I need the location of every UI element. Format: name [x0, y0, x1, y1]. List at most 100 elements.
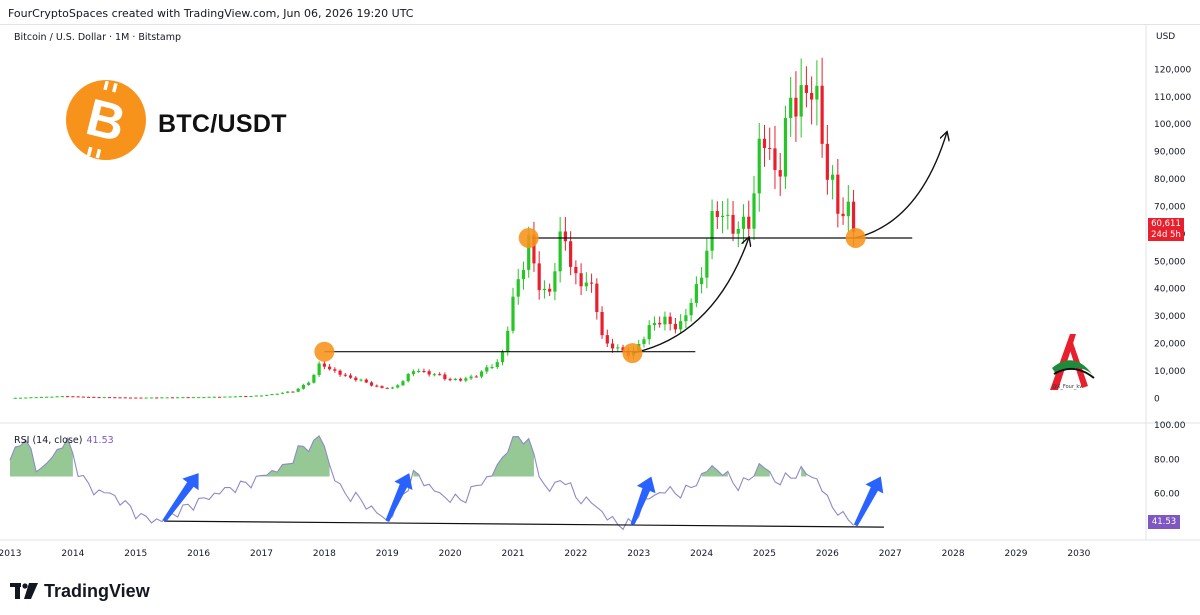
candle — [448, 377, 452, 382]
candle — [307, 381, 311, 386]
candle-body — [841, 213, 845, 217]
candle-body — [348, 375, 353, 378]
candle-body — [24, 397, 28, 399]
candle — [86, 396, 91, 398]
candle-body — [102, 397, 106, 399]
symbol-description[interactable]: Bitcoin / U.S. Dollar · 1M · Bitstamp — [14, 32, 182, 43]
candle — [343, 372, 347, 377]
candle — [443, 372, 447, 381]
candle-body — [553, 271, 557, 292]
candle-body — [212, 396, 216, 398]
candle — [464, 376, 468, 383]
rsi-legend-value: 41.53 — [86, 435, 114, 446]
candle-body — [113, 397, 117, 399]
candle-body — [479, 371, 484, 377]
price-tick-label: 110,000 — [1154, 93, 1191, 103]
candle-body — [280, 392, 285, 394]
candle — [359, 378, 363, 382]
time-tick-label: 2020 — [439, 549, 462, 559]
rsi-trendline — [164, 520, 884, 528]
candle — [479, 370, 484, 379]
candle-body — [511, 296, 515, 331]
candle-body — [846, 201, 850, 217]
candle-body — [160, 397, 164, 399]
rsi-overbought-fill — [10, 438, 73, 477]
candle — [24, 397, 28, 399]
candle — [139, 397, 143, 399]
candle — [181, 397, 185, 399]
candle-body — [453, 378, 457, 380]
candle-body — [469, 376, 473, 379]
candle-body — [411, 371, 416, 375]
price-tick-label: 10,000 — [1154, 367, 1186, 377]
candle-body — [652, 322, 657, 326]
time-tick-label: 2019 — [376, 549, 399, 559]
candle — [270, 393, 274, 396]
candle — [34, 397, 38, 399]
candle — [107, 397, 112, 399]
rsi-axis: 60.00 80.00 100.00 — [1154, 421, 1186, 500]
candle — [123, 397, 127, 399]
rsi-overbought-fill — [492, 436, 534, 477]
chart-credit: FourCryptoSpaces created with TradingVie… — [8, 7, 414, 20]
candle — [422, 368, 426, 373]
candle-body — [217, 396, 222, 398]
candle — [102, 397, 106, 399]
author-watermark: @X_Four_kv — [1030, 330, 1110, 400]
candle — [233, 396, 237, 398]
highlight-points — [314, 227, 866, 364]
candle-body — [71, 396, 75, 398]
candle — [511, 287, 515, 334]
bullish-arrow-shape — [853, 476, 884, 527]
rsi-legend[interactable]: RSI (14, close) 41.53 — [14, 435, 114, 446]
time-tick-label: 2015 — [124, 549, 147, 559]
candle — [165, 397, 169, 399]
candle — [228, 396, 232, 398]
candle-body — [443, 374, 447, 380]
tradingview-logo[interactable]: TradingView — [10, 580, 150, 602]
candle-body — [385, 387, 389, 389]
candle-body — [768, 147, 772, 149]
candle-body — [181, 397, 185, 399]
candle — [794, 71, 798, 142]
candle-body — [244, 396, 248, 398]
candle-body — [50, 396, 54, 398]
candle — [354, 376, 358, 382]
candle-body — [202, 397, 206, 399]
candle — [485, 364, 489, 374]
pair-title: BTC/USDT — [158, 110, 287, 138]
candle — [144, 397, 148, 399]
candle — [595, 278, 599, 320]
time-tick-label: 2028 — [942, 549, 965, 559]
candle — [197, 397, 201, 399]
watermark-handle: @X_Four_kv — [1052, 384, 1083, 390]
candle-body — [29, 397, 33, 399]
candle-body — [317, 363, 321, 376]
candle-body — [558, 231, 562, 272]
candle — [291, 391, 295, 393]
candle-body — [458, 378, 463, 381]
candle — [364, 378, 368, 384]
candle — [663, 311, 667, 331]
candle — [280, 392, 285, 395]
time-tick-label: 2030 — [1067, 549, 1090, 559]
candle-body — [60, 396, 64, 398]
candle-body — [396, 385, 400, 388]
candle-body — [86, 396, 91, 398]
time-tick-label: 2024 — [690, 549, 713, 559]
candle-body — [427, 371, 431, 375]
candle-body — [605, 335, 609, 344]
time-tick-label: 2018 — [313, 549, 336, 559]
candle — [584, 272, 588, 292]
candle-body — [715, 211, 719, 217]
candle — [642, 336, 646, 348]
time-tick-label: 2017 — [250, 549, 273, 559]
candle — [469, 374, 473, 380]
candle-body — [155, 397, 159, 399]
candle-body — [851, 201, 856, 233]
candle-body — [600, 311, 604, 336]
candle — [600, 306, 604, 339]
candle-body — [542, 288, 547, 291]
candle — [113, 397, 117, 399]
